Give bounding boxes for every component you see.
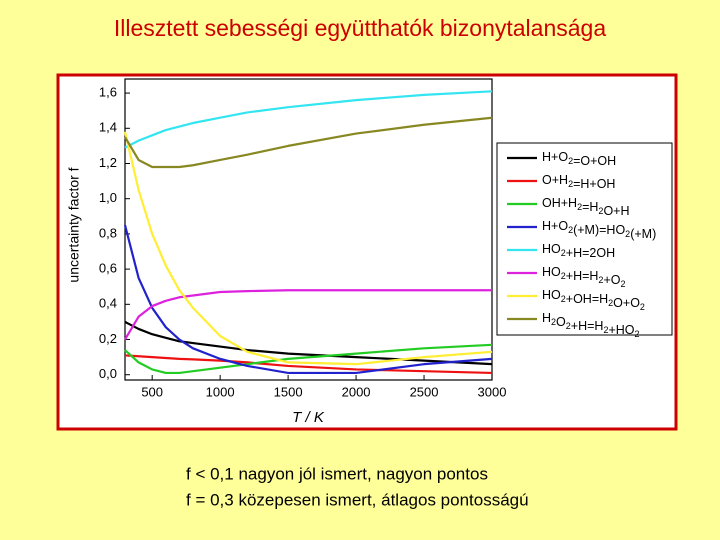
- y-tick-label: 1,6: [99, 85, 117, 100]
- note: f < 0,1 nagyon jól ismert, nagyon pontos: [186, 464, 488, 483]
- slide-title: Illesztett sebességi együtthatók bizonyt…: [114, 15, 606, 41]
- series-line: [124, 354, 493, 375]
- legend-label: OH+H2=H2O+H: [542, 196, 630, 218]
- x-tick-label: 3000: [478, 384, 507, 399]
- legend-label: HO2+H=2OH: [542, 242, 615, 260]
- legend-label: HO2+H=H2+O2: [542, 265, 625, 289]
- y-tick-label: 0,0: [99, 366, 117, 381]
- series-line: [124, 343, 493, 375]
- legend-label: H2O2+H=H2+HO2: [542, 311, 640, 339]
- y-tick-label: 1,4: [99, 120, 117, 135]
- y-tick-label: 0,4: [99, 296, 117, 311]
- legend-label: H+O2(+M)=HO2(+M): [542, 219, 656, 241]
- series-line: [124, 90, 493, 149]
- series-line: [123, 224, 493, 375]
- y-tick-label: 1,2: [99, 155, 117, 170]
- x-tick-label: 1000: [206, 384, 235, 399]
- y-tick-label: 0,6: [99, 261, 117, 276]
- y-axis-label: uncertainty factor f: [66, 167, 82, 282]
- x-tick-label: 2500: [410, 384, 439, 399]
- y-tick-label: 0,2: [99, 331, 117, 346]
- series-line: [124, 320, 493, 366]
- series-line: [124, 116, 493, 169]
- legend-label: HO2+OH=H2O+O2: [542, 288, 645, 312]
- series-line: [123, 131, 493, 366]
- y-tick-label: 0,8: [99, 225, 117, 240]
- note: f = 0,3 közepesen ismert, átlagos pontos…: [186, 490, 529, 509]
- legend-label: O+H2=H+OH: [542, 173, 615, 191]
- series-line: [124, 289, 492, 341]
- x-tick-label: 1500: [274, 384, 303, 399]
- legend-box: [496, 142, 673, 336]
- legend-label: H+O2=O+OH: [542, 150, 616, 168]
- x-axis-label: T / K: [292, 409, 325, 426]
- y-tick-label: 1,0: [99, 190, 117, 205]
- x-tick-label: 2000: [342, 384, 371, 399]
- x-tick-label: 500: [141, 384, 163, 399]
